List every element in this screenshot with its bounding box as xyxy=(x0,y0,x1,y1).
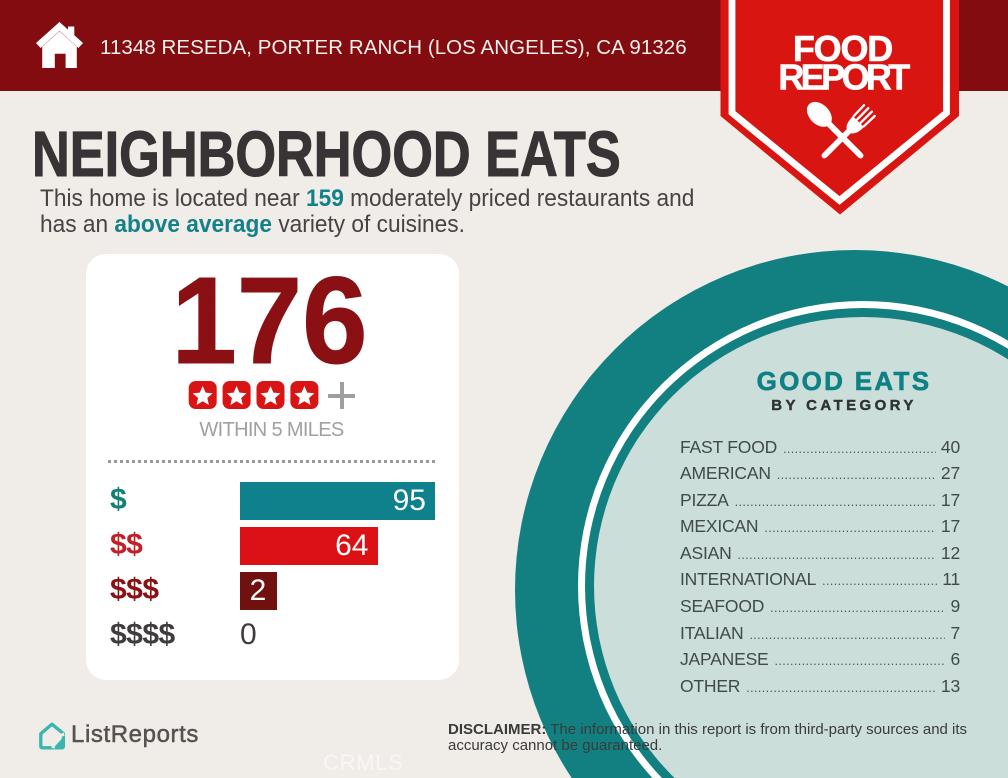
svg-text:REPORT: REPORT xyxy=(778,56,910,97)
svg-text:FOOD: FOOD xyxy=(793,28,892,69)
